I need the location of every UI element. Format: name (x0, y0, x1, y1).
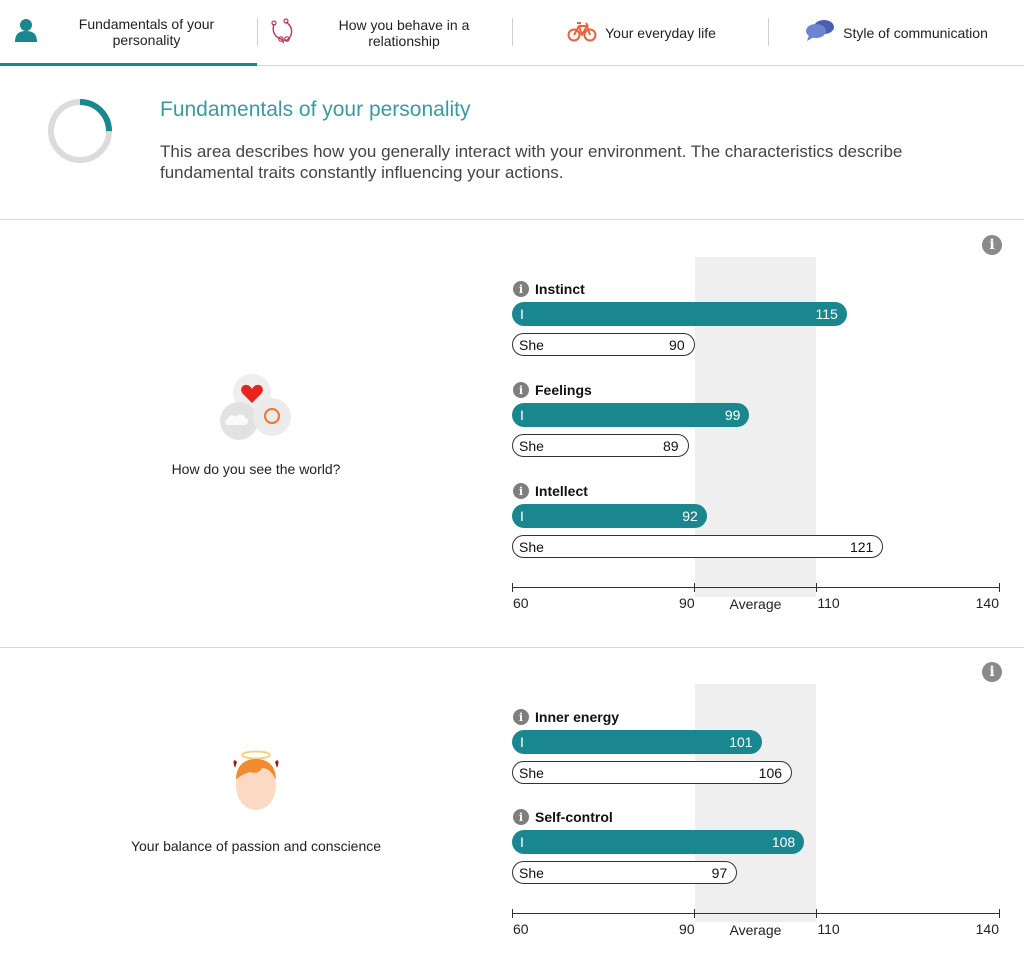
section-caption: How do you see the world? (171, 461, 341, 477)
info-icon[interactable]: i (513, 382, 529, 398)
bar-other: She 121 (512, 535, 884, 558)
bar-other: She 89 (512, 434, 689, 457)
trait-label: Intellect (535, 483, 588, 499)
trait-label: Instinct (535, 281, 585, 297)
bar-value-label: 90 (669, 336, 685, 353)
info-icon[interactable]: i (513, 709, 529, 725)
bar-value-label: 106 (758, 764, 783, 781)
relationship-icon (271, 18, 293, 44)
axis-tick-label: 60 (513, 595, 529, 611)
bar-person-label: She (519, 538, 544, 555)
axis-tick (998, 909, 1000, 918)
bar-person-label: She (519, 437, 544, 454)
bar-person-label: I (520, 508, 524, 524)
bar-person-label: I (520, 834, 524, 850)
bar-me: I 101 (512, 730, 762, 754)
axis-tick (815, 909, 817, 918)
angel-devil-icon (233, 750, 279, 810)
bar-person-label: She (519, 764, 544, 781)
axis-tick (511, 583, 513, 592)
bar-person-label: I (520, 407, 524, 423)
trait-name: i Intellect (513, 483, 588, 499)
tab-fundamentals[interactable]: Fundamentals of your personality (0, 0, 257, 66)
x-axis (512, 913, 999, 914)
bar-me: I 108 (512, 830, 805, 854)
bar-me: I 115 (512, 302, 847, 326)
bar-value-label: 115 (815, 306, 838, 322)
axis-tick-label: 140 (975, 921, 999, 937)
bar-other: She 106 (512, 761, 793, 784)
tab-label: Style of communication (843, 24, 988, 41)
bar-value-label: 121 (849, 538, 874, 555)
bar-me: I 92 (512, 504, 707, 528)
world-view-icon (220, 374, 291, 440)
axis-tick (694, 583, 696, 592)
info-icon[interactable]: i (513, 483, 529, 499)
average-label: Average (729, 596, 782, 612)
bar-person-label: She (519, 864, 544, 881)
divider (0, 219, 1024, 220)
bar-me: I 99 (512, 403, 750, 427)
bicycle-icon (567, 22, 597, 42)
info-icon[interactable]: i (513, 281, 529, 297)
speech-bubbles-icon (806, 20, 834, 41)
axis-tick-label: 140 (975, 595, 999, 611)
axis-tick (998, 583, 1000, 592)
axis-tick-label: 110 (817, 921, 840, 937)
tab-label: Your everyday life (605, 24, 716, 41)
axis-tick-label: 90 (679, 921, 695, 937)
trait-label: Feelings (535, 382, 592, 398)
bar-other: She 97 (512, 861, 738, 884)
trait-name: i Inner energy (513, 709, 619, 725)
average-label: Average (729, 922, 782, 938)
tab-divider (512, 18, 513, 46)
trait-name: i Self-control (513, 809, 613, 825)
page-title: Fundamentals of your personality (160, 98, 471, 121)
bar-value-label: 101 (729, 734, 753, 750)
tab-bar: Fundamentals of your personality How you… (0, 0, 1024, 66)
trait-label: Inner energy (535, 709, 620, 725)
section-caption: Your balance of passion and conscience (130, 838, 382, 854)
axis-tick-label: 60 (513, 921, 529, 937)
tab-divider (257, 18, 258, 46)
bar-other: She 90 (512, 333, 695, 356)
trait-name: i Feelings (513, 382, 592, 398)
progress-ring (48, 99, 112, 163)
tab-everyday-life[interactable]: Your everyday life (513, 0, 768, 65)
bar-person-label: I (520, 734, 524, 750)
bar-person-label: I (520, 306, 524, 322)
axis-tick-label: 90 (679, 595, 695, 611)
tab-divider (768, 18, 769, 46)
bar-value-label: 108 (771, 834, 796, 850)
axis-tick (694, 909, 696, 918)
bar-person-label: She (519, 336, 544, 353)
bar-value-label: 92 (682, 508, 698, 524)
average-band (694, 684, 817, 922)
info-icon[interactable]: i (513, 809, 529, 825)
tab-communication[interactable]: Style of communication (769, 0, 1024, 65)
bar-value-label: 89 (662, 437, 679, 454)
tab-label: How you behave in a relationship (338, 16, 470, 49)
tab-label: Fundamentals of your personality (78, 15, 215, 48)
trait-name: i Instinct (513, 281, 585, 297)
axis-tick (511, 909, 513, 918)
page-description: This area describes how you generally in… (160, 142, 903, 182)
trait-label: Self-control (535, 809, 613, 825)
axis-tick (815, 583, 817, 592)
tab-relationship[interactable]: How you behave in a relationship (258, 0, 512, 65)
person-icon (15, 19, 37, 42)
info-icon[interactable]: i (982, 662, 1002, 682)
bar-value-label: 97 (711, 864, 728, 881)
x-axis (512, 587, 999, 588)
info-icon[interactable]: i (982, 235, 1002, 255)
divider (0, 647, 1024, 648)
bar-value-label: 99 (724, 407, 741, 423)
axis-tick-label: 110 (817, 595, 840, 611)
